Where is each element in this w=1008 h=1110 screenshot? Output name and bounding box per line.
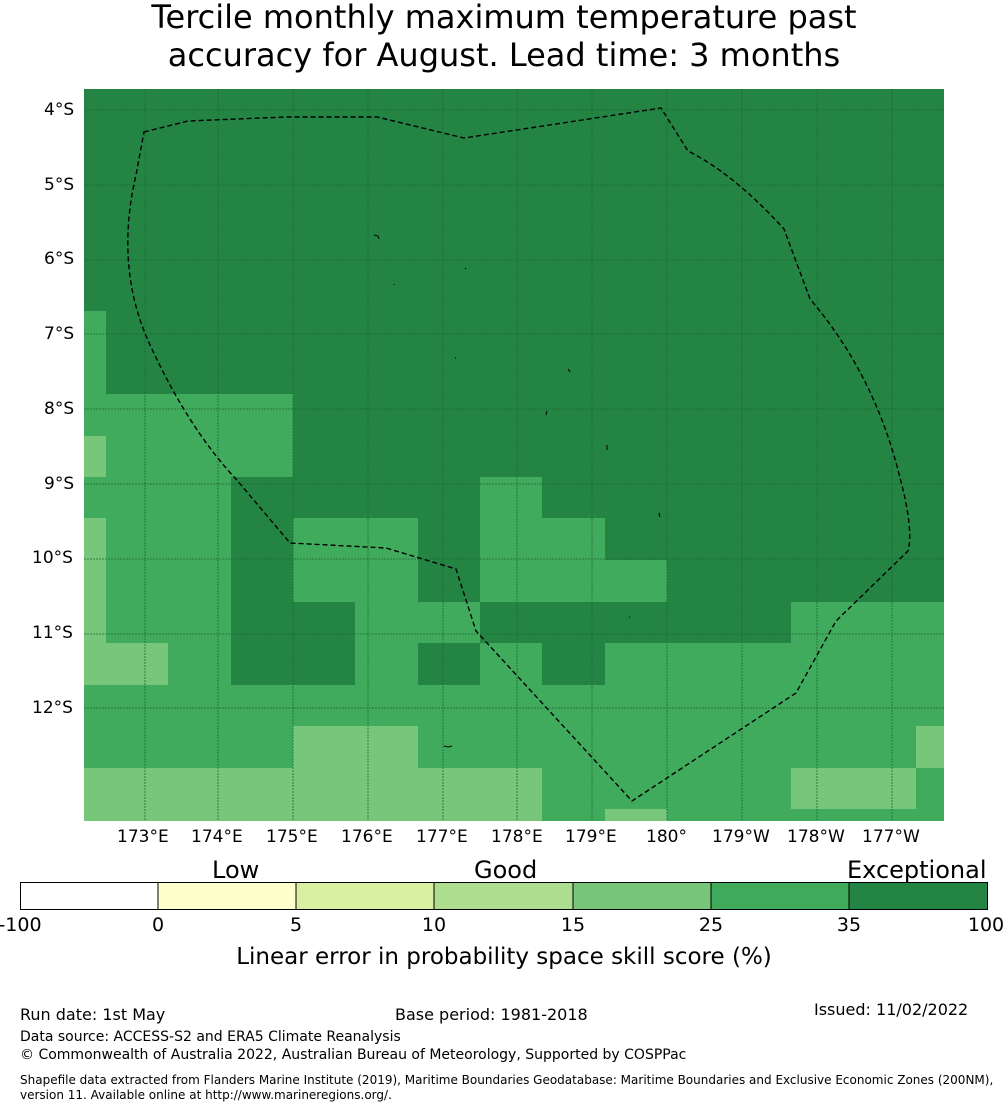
lon-label: 180° bbox=[646, 827, 687, 847]
run-date: Run date: 1st May bbox=[20, 1005, 166, 1024]
colorbar-segment bbox=[158, 882, 296, 910]
issued-date: Issued: 11/02/2022 bbox=[814, 1000, 969, 1019]
skill-map bbox=[84, 89, 944, 821]
colorbar-segment bbox=[849, 882, 988, 910]
lon-label: 179°E bbox=[565, 827, 617, 847]
cell-15 bbox=[84, 768, 542, 821]
colorbar-tick: 100 bbox=[967, 914, 1005, 936]
lat-label: 11°S bbox=[32, 623, 73, 643]
eez-boundary bbox=[127, 107, 911, 802]
lat-label: 4°S bbox=[44, 100, 75, 120]
cell-35 bbox=[418, 643, 480, 685]
cell-25 bbox=[355, 602, 481, 643]
colorbar-frame bbox=[20, 882, 988, 910]
colorbar-tick: 10 bbox=[421, 914, 447, 936]
colorbar-segment bbox=[434, 882, 573, 910]
cell-15 bbox=[84, 436, 106, 477]
cell-35 bbox=[542, 643, 605, 685]
cell-25 bbox=[542, 518, 605, 602]
copyright: © Commonwealth of Australia 2022, Austra… bbox=[20, 1047, 687, 1063]
cell-35 bbox=[480, 602, 791, 643]
lat-label: 7°S bbox=[44, 324, 75, 344]
lat-label: 10°S bbox=[32, 548, 73, 568]
lat-label: 9°S bbox=[44, 474, 75, 494]
cell-25 bbox=[84, 394, 293, 477]
lat-label: 5°S bbox=[44, 175, 75, 195]
colorbar-tick: 25 bbox=[698, 914, 724, 936]
colorbar-tick: 35 bbox=[836, 914, 862, 936]
cell-15 bbox=[916, 726, 944, 768]
lon-label: 176°E bbox=[341, 827, 393, 847]
colorbar-segment bbox=[711, 882, 849, 910]
colorbar-segment bbox=[296, 882, 434, 910]
lon-label: 178°E bbox=[491, 827, 543, 847]
lon-label: 178°W bbox=[787, 827, 845, 847]
cell-35 bbox=[231, 477, 293, 685]
lon-label: 177°W bbox=[862, 827, 920, 847]
data-source: Data source: ACCESS-S2 and ERA5 Climate … bbox=[20, 1029, 401, 1045]
cell-15 bbox=[293, 726, 418, 768]
lon-label: 175°E bbox=[266, 827, 318, 847]
map-title-line1: Tercile monthly maximum temperature past bbox=[151, 0, 857, 36]
lat-label: 6°S bbox=[44, 249, 75, 269]
colorbar-label-good: Good bbox=[474, 856, 538, 884]
map-title-line2: accuracy for August. Lead time: 3 months bbox=[167, 36, 841, 74]
shapefile-credit-line1: Shapefile data extracted from Flanders M… bbox=[20, 1073, 994, 1087]
cell-25 bbox=[480, 477, 542, 602]
lon-label: 173°E bbox=[117, 827, 169, 847]
cell-15 bbox=[84, 643, 168, 685]
colorbar-tick: -100 bbox=[0, 914, 42, 936]
islands bbox=[373, 234, 661, 748]
cell-25 bbox=[293, 518, 418, 602]
colorbar bbox=[20, 882, 988, 910]
shapefile-credit-line2: version 11. Available online at http://w… bbox=[20, 1088, 392, 1102]
lon-label: 174°E bbox=[191, 827, 243, 847]
cell-25 bbox=[480, 643, 542, 685]
colorbar-segment bbox=[20, 882, 158, 910]
cell-15 bbox=[605, 809, 667, 821]
lon-label: 179°W bbox=[712, 827, 770, 847]
colorbar-title: Linear error in probability space skill … bbox=[236, 944, 772, 970]
colorbar-tick: 0 bbox=[151, 914, 165, 936]
colorbar-segment bbox=[573, 882, 711, 910]
lat-label: 12°S bbox=[32, 698, 73, 718]
cell-25 bbox=[605, 560, 667, 602]
cell-25 bbox=[84, 311, 106, 394]
cell-25 bbox=[791, 602, 944, 685]
graticule bbox=[84, 89, 944, 821]
cell-15 bbox=[791, 768, 916, 809]
colorbar-tick: 5 bbox=[289, 914, 303, 936]
lat-label: 8°S bbox=[44, 399, 75, 419]
lon-label: 177°E bbox=[416, 827, 468, 847]
map-title: Tercile monthly maximum temperature past… bbox=[0, 0, 1008, 74]
cell-25 bbox=[84, 477, 231, 518]
base-period: Base period: 1981-2018 bbox=[395, 1005, 588, 1024]
cell-25 bbox=[355, 643, 418, 685]
cell-15 bbox=[84, 518, 106, 643]
colorbar-tick: 15 bbox=[560, 914, 586, 936]
cell-25 bbox=[605, 643, 791, 685]
colorbar-label-exceptional: Exceptional bbox=[847, 856, 987, 884]
colorbar-label-low: Low bbox=[212, 856, 260, 884]
cell-35 bbox=[293, 602, 355, 685]
